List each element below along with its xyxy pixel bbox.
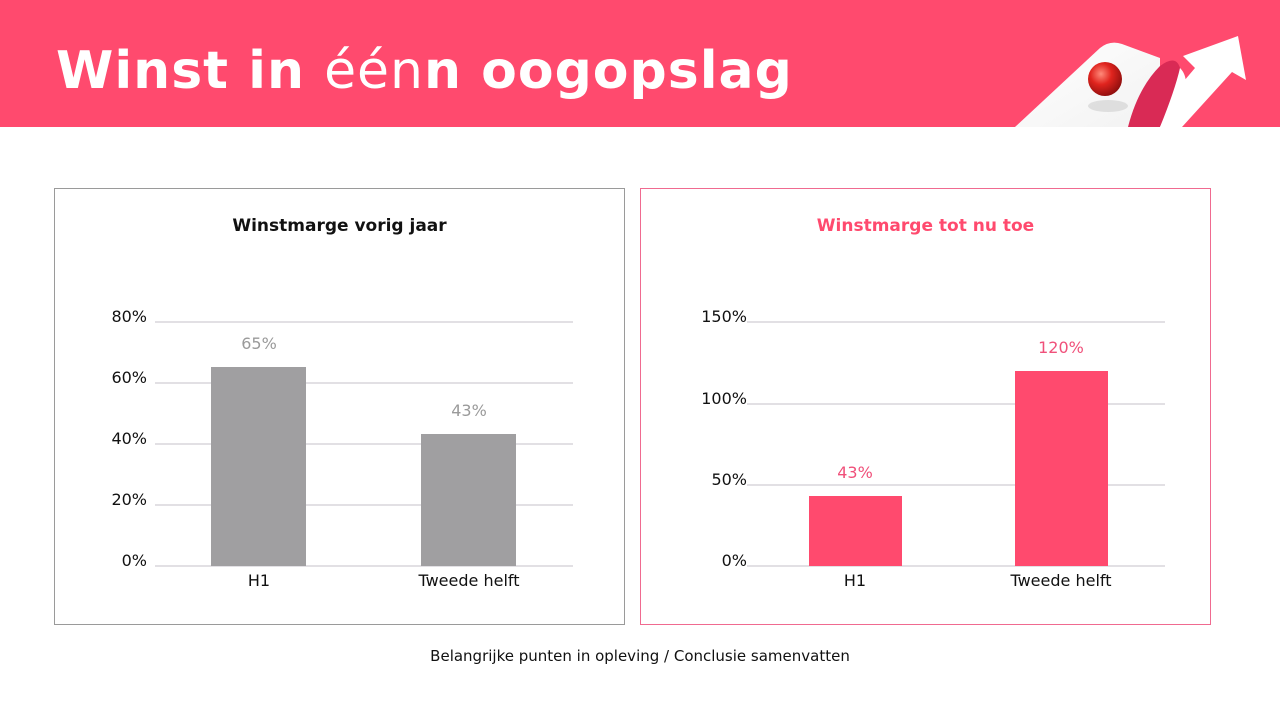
y-tick-label: 20%	[111, 490, 147, 509]
gridline-0	[747, 565, 1165, 567]
chart-title: Winstmarge tot nu toe	[816, 216, 1035, 236]
gridline-40	[155, 443, 573, 445]
x-tick-label: Tweede helft	[1010, 571, 1112, 590]
x-tick-label: Tweede helft	[418, 571, 520, 590]
header-banner: Winst in éénn oogopslag	[0, 0, 1280, 127]
chart-panel-last-year: Winstmarge vorig jaar 80% 60% 40% 20% 0%…	[54, 188, 625, 625]
bar-value-label: 43%	[837, 463, 873, 482]
bar-value-label: 65%	[241, 334, 277, 353]
y-tick-label: 40%	[111, 429, 147, 448]
gridline-80	[155, 321, 573, 323]
title-part-light: één	[324, 41, 425, 101]
x-tick-label: H1	[247, 571, 271, 590]
x-tick-label: H1	[843, 571, 867, 590]
y-tick-label: 80%	[111, 307, 147, 326]
bar-h1	[809, 496, 902, 566]
gridline-50	[747, 484, 1165, 486]
title-part-bold-end: n oogopslag	[424, 41, 793, 101]
chart-title: Winstmarge vorig jaar	[232, 216, 447, 236]
gridline-60	[155, 382, 573, 384]
y-tick-label: 150%	[701, 307, 747, 326]
bar-value-label: 120%	[1038, 338, 1084, 357]
growth-arrow-ball-icon	[1015, 36, 1246, 127]
chart-panel-to-date: Winstmarge tot nu toe 150% 100% 50% 0% 4…	[640, 188, 1211, 625]
gridline-100	[747, 403, 1165, 405]
gridline-20	[155, 504, 573, 506]
y-tick-label: 100%	[701, 389, 747, 408]
gridline-150	[747, 321, 1165, 323]
title-part-bold: Winst in	[56, 41, 325, 101]
y-tick-label: 60%	[111, 368, 147, 387]
gridline-0	[155, 565, 573, 567]
page-title: Winst in éénn oogopslag	[56, 36, 793, 106]
y-tick-label: 0%	[121, 551, 147, 570]
y-tick-label: 50%	[711, 470, 747, 489]
bar-second-half	[1015, 371, 1108, 566]
bar-h1	[211, 367, 306, 566]
bar-value-label: 43%	[451, 401, 487, 420]
footer-caption: Belangrijke punten in opleving / Conclus…	[430, 647, 850, 665]
y-tick-label: 0%	[721, 551, 747, 570]
bar-second-half	[421, 434, 516, 566]
